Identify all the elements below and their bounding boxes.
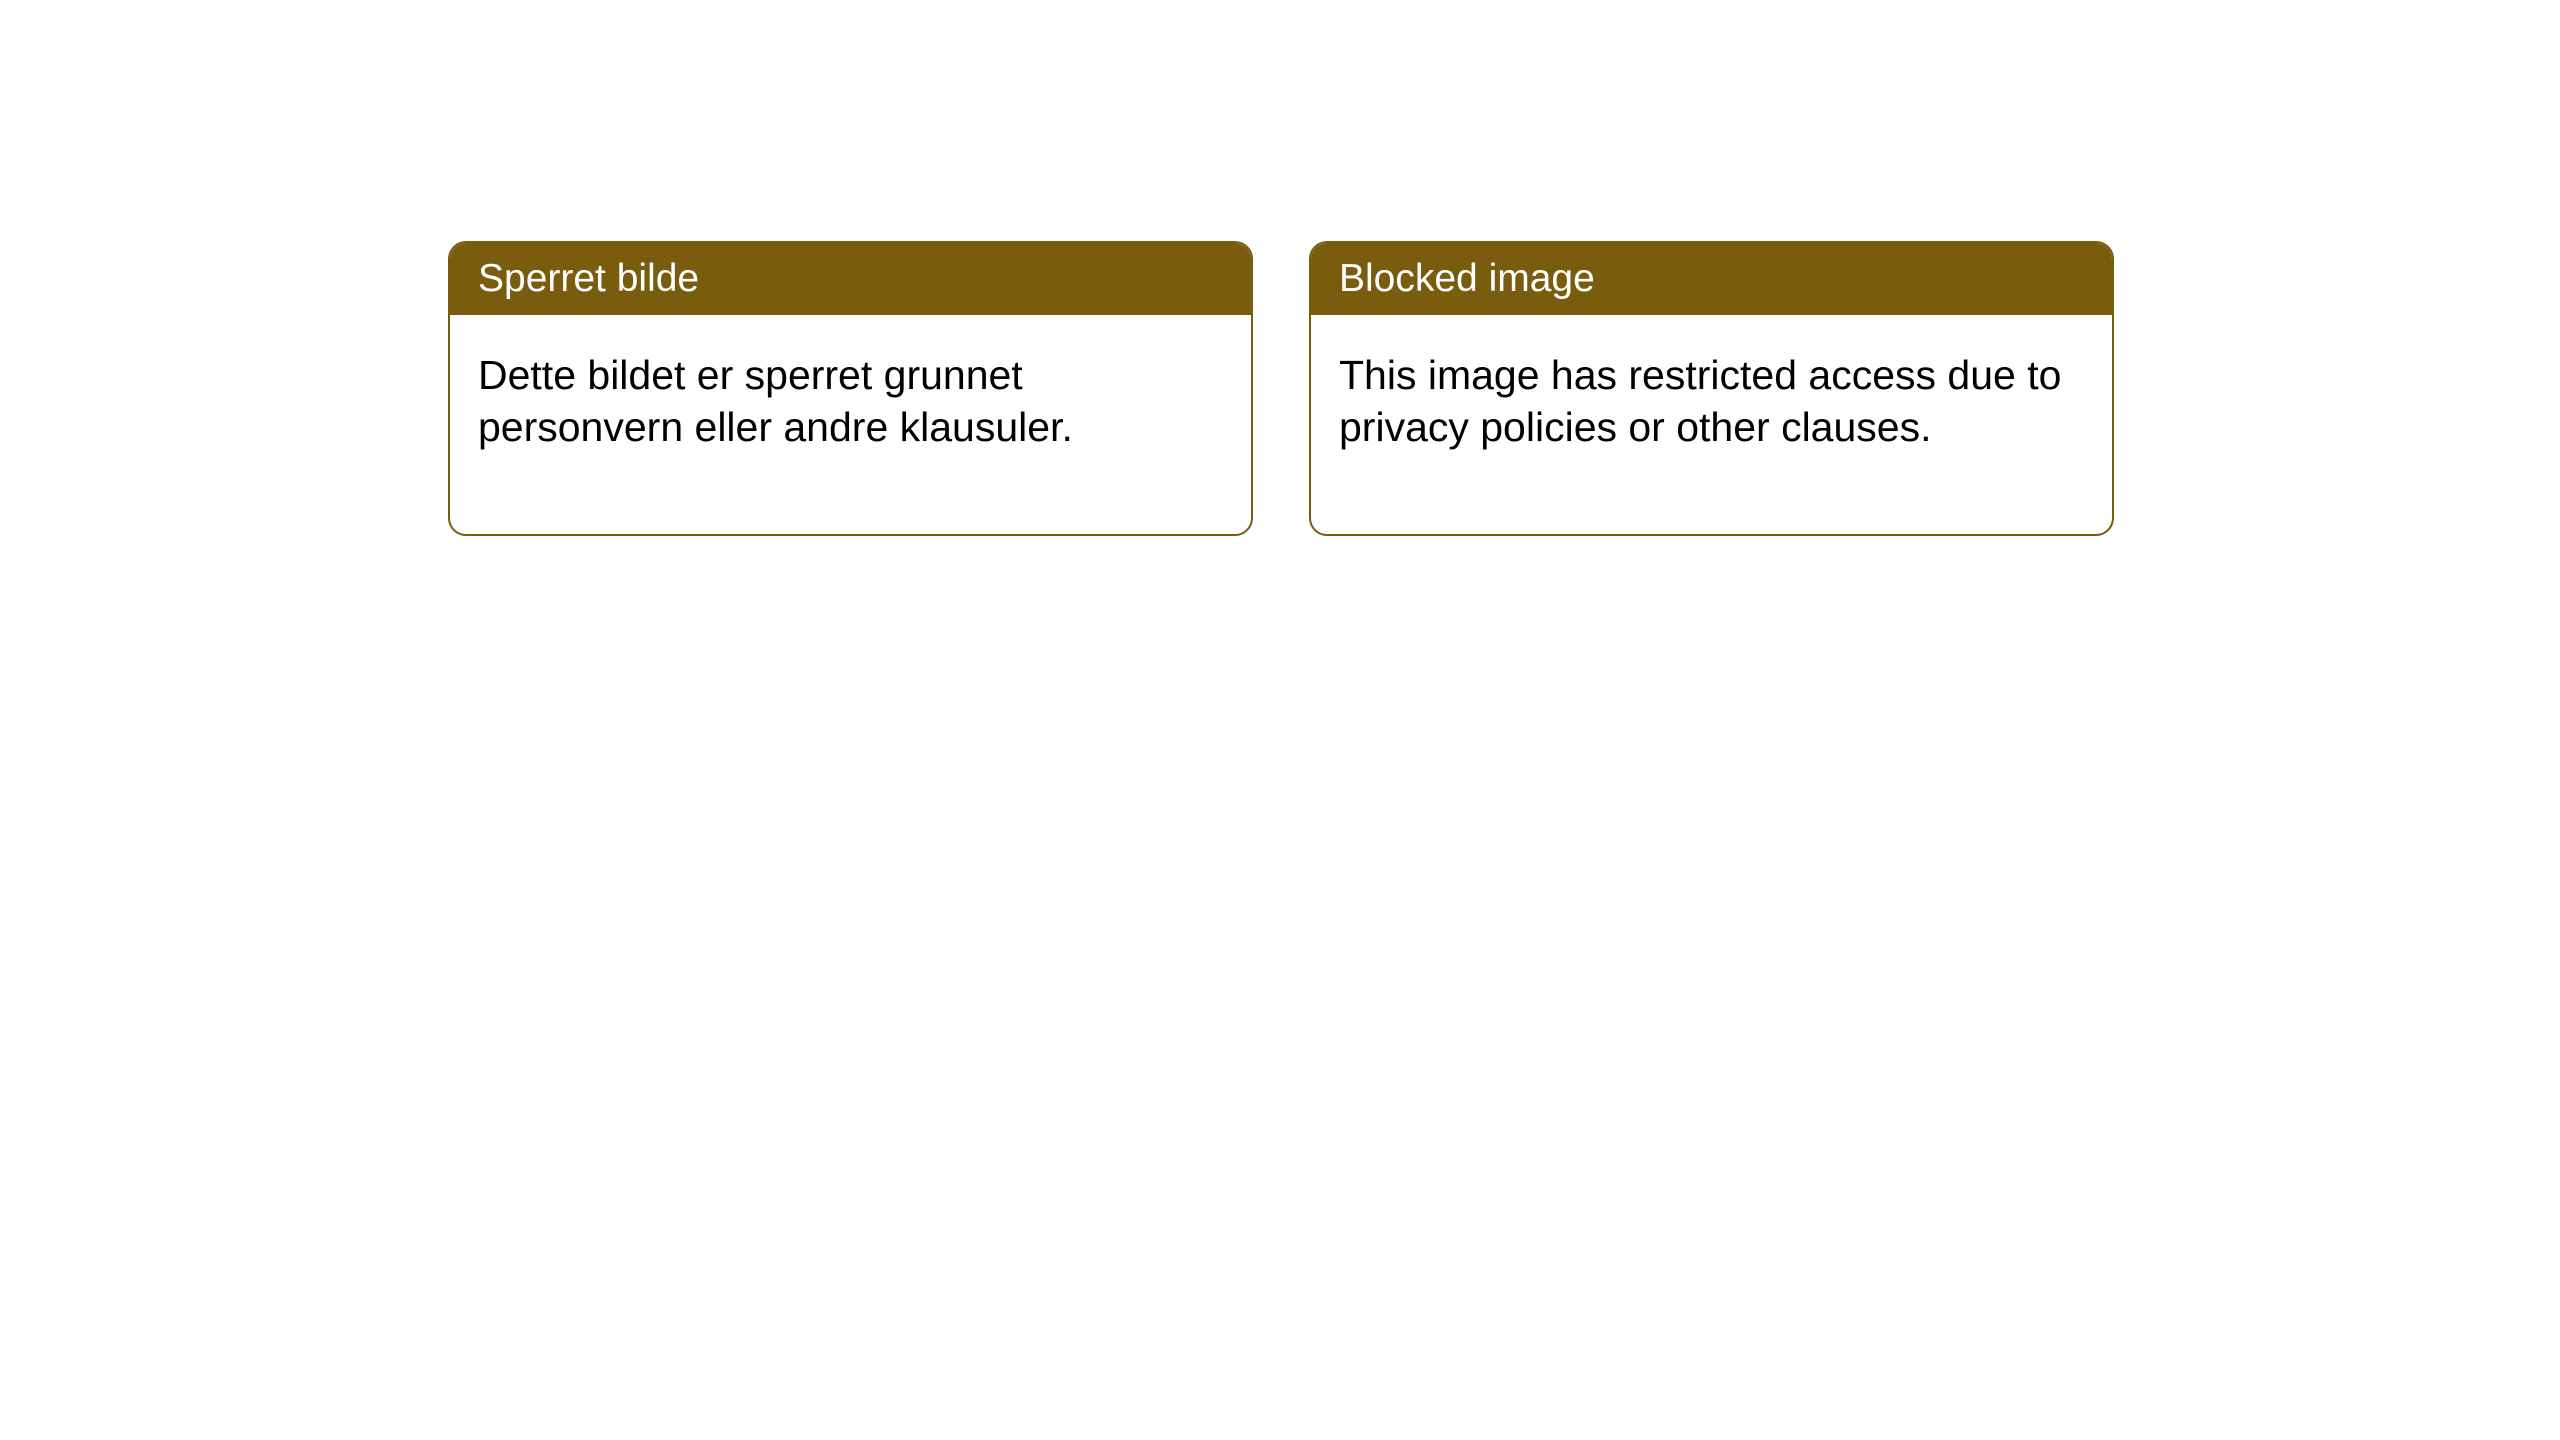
notice-body-text: Dette bildet er sperret grunnet personve… (478, 352, 1073, 450)
notice-header: Sperret bilde (450, 243, 1251, 315)
notice-body: This image has restricted access due to … (1311, 315, 2112, 534)
notice-title: Sperret bilde (478, 257, 699, 300)
notice-title: Blocked image (1339, 257, 1595, 300)
notice-card-norwegian: Sperret bilde Dette bildet er sperret gr… (448, 241, 1253, 536)
notice-body: Dette bildet er sperret grunnet personve… (450, 315, 1251, 534)
notice-container: Sperret bilde Dette bildet er sperret gr… (448, 241, 2114, 536)
notice-body-text: This image has restricted access due to … (1339, 352, 2061, 450)
notice-card-english: Blocked image This image has restricted … (1309, 241, 2114, 536)
notice-header: Blocked image (1311, 243, 2112, 315)
